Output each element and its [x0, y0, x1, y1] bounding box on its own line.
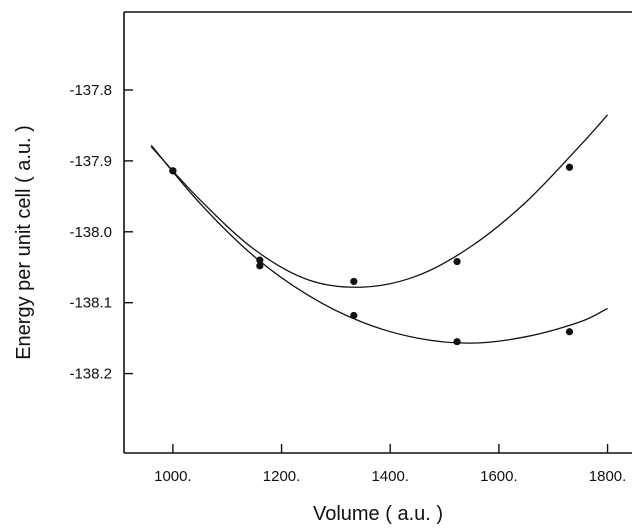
- y-axis-label: Energy per unit cell ( a.u. ): [13, 125, 35, 360]
- x-tick-label: 1800.: [589, 468, 627, 485]
- data-points-layer: [169, 163, 574, 346]
- data-point: [350, 311, 358, 320]
- data-point: [256, 262, 264, 270]
- x-axis-label: Volume ( a.u. ): [313, 503, 443, 525]
- ticks-layer: 1000. 1200. 1400. 1600. 1800. -137.8 -137.9 -13…: [69, 82, 626, 485]
- data-point: [169, 167, 177, 175]
- y-tick-label: -138.0: [69, 224, 112, 241]
- fit-curve-1: [150, 114, 609, 288]
- x-tick-label: 1200.: [263, 468, 301, 485]
- data-point: [453, 338, 461, 346]
- fit-curve-2: [150, 144, 608, 344]
- data-point: [350, 277, 358, 286]
- x-tick-label: 1000.: [154, 468, 192, 485]
- data-point: [565, 163, 574, 171]
- y-tick-label: -137.9: [69, 153, 112, 170]
- x-tick-label: 1600.: [480, 468, 518, 485]
- y-tick-label: -138.2: [69, 366, 112, 383]
- y-tick-label: -138.1: [69, 295, 112, 312]
- y-tick-label: -137.8: [69, 82, 112, 99]
- data-point: [453, 257, 461, 266]
- data-point: [256, 256, 264, 264]
- data-point: [565, 328, 574, 336]
- x-tick-label: 1400.: [371, 468, 409, 485]
- fit-curves-layer: [150, 114, 609, 344]
